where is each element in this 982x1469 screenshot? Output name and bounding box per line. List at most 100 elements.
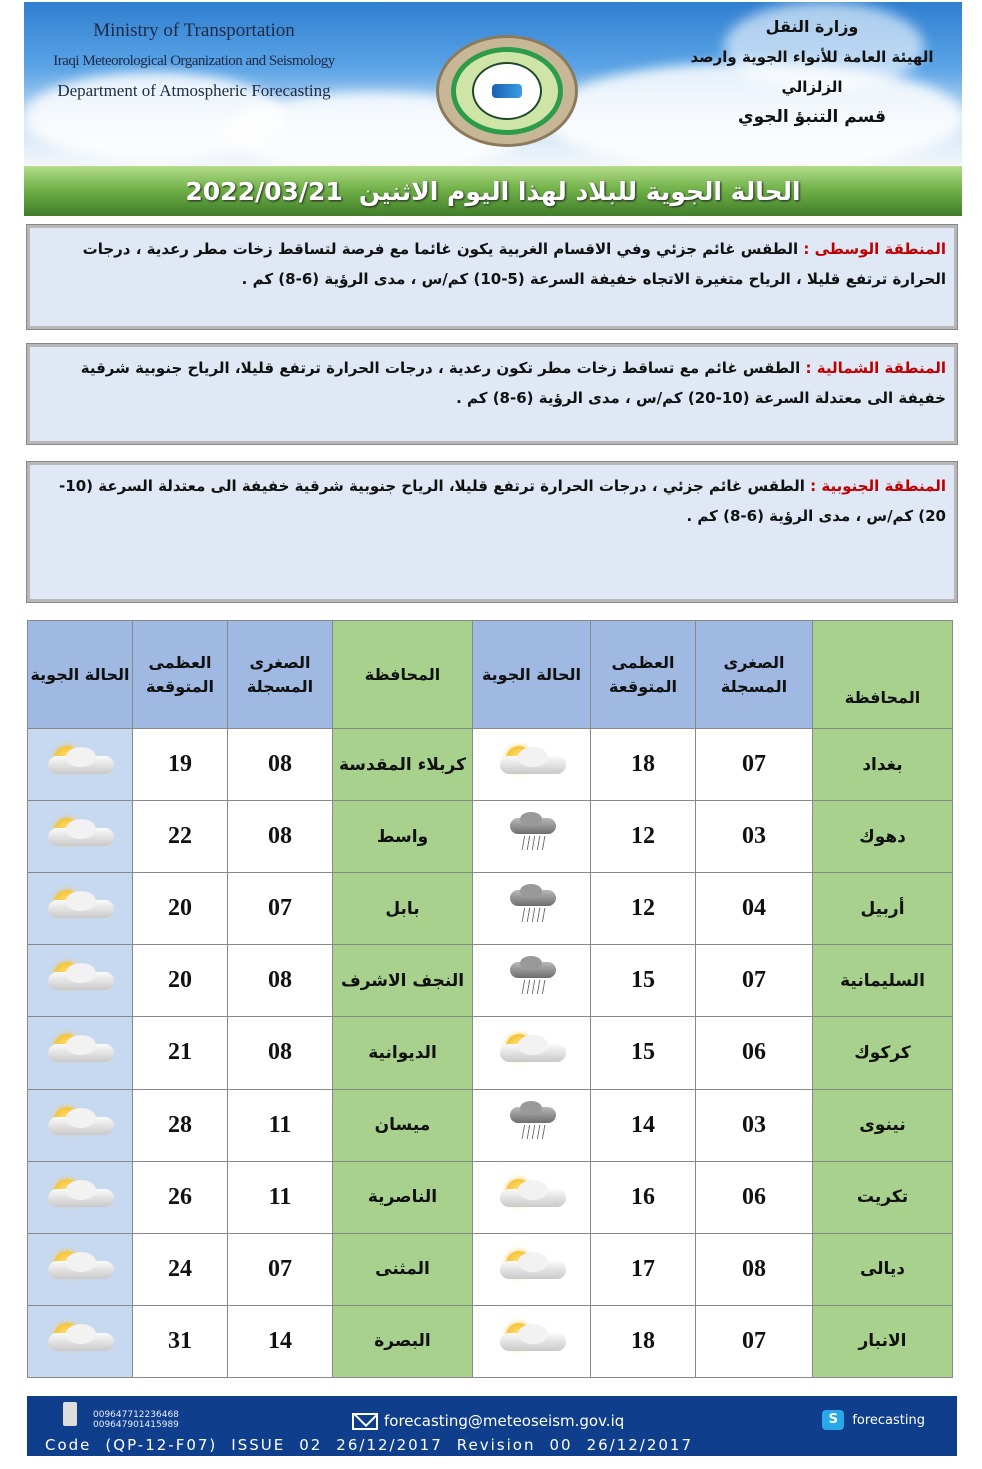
- email-address[interactable]: forecasting@meteoseism.gov.iq: [384, 1412, 625, 1430]
- code-part: Revision: [456, 1436, 536, 1454]
- footer: 009647712236468 009647901415989 forecasti…: [27, 1396, 957, 1456]
- province-cell: تكريت: [812, 1160, 953, 1234]
- partly-cloudy-icon: [44, 1105, 116, 1139]
- document-code: Code (QP-12-F07) ISSUE 02 26/12/2017 Revision…: [45, 1436, 945, 1454]
- province-cell: كربلاء المقدسة: [332, 727, 473, 802]
- condition-cell: [27, 1016, 133, 1090]
- max-temp-cell: 16: [590, 1160, 696, 1234]
- province-cell: بابل: [332, 872, 473, 946]
- region-label: المنطقة الشمالية :: [805, 359, 946, 377]
- email[interactable]: forecasting@meteoseism.gov.iq: [352, 1412, 624, 1430]
- header-province: المحافظة: [332, 620, 473, 729]
- rain-cloud-icon: [496, 1100, 568, 1139]
- min-temp-cell: 07: [227, 872, 333, 946]
- envelope-icon: [352, 1412, 378, 1430]
- table-row: نينوى 03 14 ميسان 11 28: [27, 1088, 953, 1162]
- region-text: الطقس غائم جزئي وفي الاقسام الغربية يكون…: [82, 240, 946, 288]
- min-temp-cell: 07: [695, 944, 813, 1018]
- code-part: ISSUE: [231, 1436, 286, 1454]
- min-temp-cell: 14: [227, 1304, 333, 1379]
- header-min: الصغرى المسجلة: [227, 620, 333, 729]
- title-text: الحالة الجوية للبلاد لهذا اليوم الاثنين: [358, 177, 801, 206]
- arabic-header: وزارة النقل الهيئة العامة للأنواء الجوية…: [672, 12, 952, 132]
- skype-icon: S: [822, 1410, 845, 1430]
- partly-cloudy-icon: [496, 1177, 568, 1211]
- skype-name: forecasting: [852, 1412, 925, 1428]
- forecast-table: المحافظة الصغرى المسجلة العظمى المتوقعة …: [27, 620, 953, 1379]
- min-temp-cell: 03: [695, 800, 813, 874]
- rain-cloud-icon: [496, 884, 568, 923]
- table-row: السليمانية 07 15 النجف الاشرف 08 20: [27, 944, 953, 1018]
- condition-cell: [27, 1304, 133, 1379]
- region-south: المنطقة الجنوبية : الطقس غائم جزئي ، درج…: [26, 461, 958, 603]
- partly-cloudy-icon: [44, 888, 116, 922]
- max-temp-cell: 18: [590, 1304, 696, 1379]
- code-part: 26/12/2017: [586, 1436, 694, 1454]
- max-temp-cell: 15: [590, 1016, 696, 1090]
- max-temp-cell: 12: [590, 800, 696, 874]
- condition-cell: [472, 1304, 591, 1379]
- table-row: بغداد 07 18 كربلاء المقدسة 08 19: [27, 727, 953, 802]
- min-temp-cell: 08: [227, 944, 333, 1018]
- region-label: المنطقة الجنوبية :: [810, 477, 946, 495]
- title-date: 2022/03/21: [185, 177, 343, 206]
- condition-cell: [472, 1232, 591, 1306]
- province-cell: النجف الاشرف: [332, 944, 473, 1018]
- header-max: العظمى المتوقعة: [132, 620, 228, 729]
- min-temp-cell: 07: [695, 727, 813, 802]
- department-ar: قسم التنبؤ الجوي: [738, 107, 886, 127]
- condition-cell: [27, 800, 133, 874]
- province-cell: واسط: [332, 800, 473, 874]
- table-row: الانبار 07 18 البصرة 14 31: [27, 1304, 953, 1379]
- code-part: Code: [45, 1436, 92, 1454]
- organization-en: Iraqi Meteorological Organization and Se…: [53, 53, 335, 69]
- province-cell: دهوك: [812, 800, 953, 874]
- header-condition: الحالة الجوية: [472, 620, 591, 729]
- header-banner: Ministry of Transportation Iraqi Meteoro…: [24, 2, 962, 165]
- partly-cloudy-icon: [496, 1032, 568, 1066]
- max-temp-cell: 20: [132, 872, 228, 946]
- min-temp-cell: 08: [227, 800, 333, 874]
- condition-cell: [472, 944, 591, 1018]
- code-part: 26/12/2017: [336, 1436, 443, 1454]
- min-temp-cell: 08: [227, 1016, 333, 1090]
- partly-cloudy-icon: [44, 816, 116, 850]
- max-temp-cell: 22: [132, 800, 228, 874]
- max-temp-cell: 31: [132, 1304, 228, 1379]
- min-temp-cell: 06: [695, 1016, 813, 1090]
- condition-cell: [472, 800, 591, 874]
- table-row: تكريت 06 16 الناصرية 11 26: [27, 1160, 953, 1234]
- min-temp-cell: 04: [695, 872, 813, 946]
- max-temp-cell: 19: [132, 727, 228, 802]
- province-cell: الانبار: [812, 1304, 953, 1379]
- max-temp-cell: 15: [590, 944, 696, 1018]
- max-temp-cell: 24: [132, 1232, 228, 1306]
- rain-cloud-icon: [496, 956, 568, 995]
- phone-numbers: 009647712236468 009647901415989: [93, 1410, 179, 1430]
- code-part: 00: [549, 1436, 573, 1454]
- phone-number: 009647712236468: [93, 1410, 179, 1420]
- min-temp-cell: 06: [695, 1160, 813, 1234]
- province-cell: نينوى: [812, 1088, 953, 1162]
- phone-icon: [63, 1402, 77, 1426]
- region-central: المنطقة الوسطى : الطقس غائم جزئي وفي الا…: [26, 224, 958, 330]
- province-cell: السليمانية: [812, 944, 953, 1018]
- min-temp-cell: 11: [227, 1160, 333, 1234]
- condition-cell: [27, 1088, 133, 1162]
- header-province: المحافظة: [812, 620, 953, 729]
- condition-cell: [472, 872, 591, 946]
- organization-ar: الهيئة العامة للأنواء الجوية وارصد الزلز…: [690, 48, 934, 96]
- region-text: الطقس غائم جزئي ، درجات الحرارة ترتفع قل…: [59, 477, 946, 525]
- table-row: أربيل 04 12 بابل 07 20: [27, 872, 953, 946]
- region-north: المنطقة الشمالية : الطقس غائم مع تساقط ز…: [26, 343, 958, 445]
- province-cell: ديالى: [812, 1232, 953, 1306]
- condition-cell: [472, 1160, 591, 1234]
- partly-cloudy-icon: [44, 960, 116, 994]
- table-row: دهوك 03 12 واسط 08 22: [27, 800, 953, 874]
- region-label: المنطقة الوسطى :: [803, 240, 946, 258]
- province-cell: الديوانية: [332, 1016, 473, 1090]
- header-min: الصغرى المسجلة: [695, 620, 813, 729]
- condition-cell: [27, 1160, 133, 1234]
- min-temp-cell: 11: [227, 1088, 333, 1162]
- max-temp-cell: 17: [590, 1232, 696, 1306]
